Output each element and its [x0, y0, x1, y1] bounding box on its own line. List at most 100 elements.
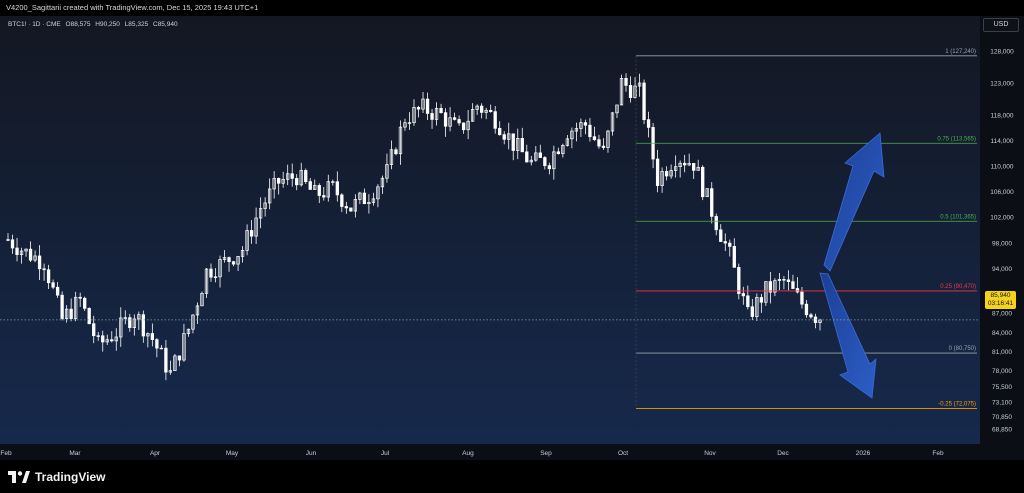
symbol-name: BTC1! · 1D · CME [8, 21, 61, 28]
candle-body [6, 239, 10, 241]
candle-body [791, 281, 795, 289]
candle-body [83, 297, 87, 309]
price-tick-label: 98,000 [992, 240, 1012, 247]
candle-body [340, 194, 344, 207]
bar-countdown: 03:16:41 [987, 300, 1014, 307]
candle-body [452, 117, 457, 120]
candle-body [96, 335, 100, 337]
candle-body [331, 181, 335, 183]
candle-body [299, 170, 303, 186]
fib-retracement[interactable]: 1 (127,240) 0.75 (113,565) 0.5 (101,365) 0.… [635, 49, 977, 409]
candle-body [673, 166, 678, 171]
candle-body [475, 105, 479, 110]
candle-body [696, 166, 700, 171]
candle-body [64, 308, 69, 319]
candle-body [371, 198, 376, 203]
price-tick-label: 73,100 [992, 399, 1012, 406]
time-tick-label: 2026 [856, 450, 871, 457]
candle-body [737, 267, 741, 294]
candle-body [710, 188, 714, 217]
symbol-legend[interactable]: BTC1! · 1D · CME O88,575 H90,250 L85,325… [8, 21, 181, 28]
candle-body [150, 333, 155, 340]
candle-body [448, 117, 452, 127]
candle-body [795, 288, 800, 293]
candle-body [547, 165, 551, 170]
price-tick-label: 84,000 [992, 330, 1012, 337]
candle-body [750, 306, 754, 317]
candle-body [119, 317, 123, 338]
candle-body [209, 268, 213, 278]
candle-body [376, 186, 380, 200]
time-tick-label: Jul [381, 450, 390, 457]
candle-body [69, 308, 73, 319]
candle-body [249, 230, 254, 237]
candle-body [470, 109, 475, 122]
candle-body [15, 247, 19, 255]
candle-body [741, 293, 745, 297]
candle-body [367, 202, 371, 205]
candle-body [719, 229, 723, 242]
candle-body [55, 286, 60, 296]
candle-body [358, 192, 362, 200]
candle-body [777, 279, 782, 281]
candle-body [286, 173, 290, 180]
price-tick-label: 118,000 [990, 112, 1013, 119]
fib-level-label: 1 (127,240) [945, 49, 976, 55]
candle-body [678, 162, 682, 167]
last-price-badge: 85,940 03:16:41 [985, 291, 1016, 309]
candle-body [416, 107, 421, 110]
time-tick-label: Sep [540, 450, 552, 457]
ohlc-open: O88,575 [65, 21, 91, 28]
time-axis-background [0, 444, 980, 460]
price-tick-label: 114,000 [990, 138, 1013, 145]
tradingview-logo[interactable]: TradingView [8, 470, 105, 484]
candle-body [173, 355, 177, 371]
candle-body [755, 297, 759, 317]
candle-body [525, 151, 529, 163]
candle-body [646, 119, 651, 128]
candle-body [520, 138, 524, 153]
candle-body [186, 328, 191, 334]
tradingview-brand: TradingView [35, 470, 106, 484]
chart-area[interactable]: 1 (127,240) 0.75 (113,565) 0.5 (101,365) 0.… [0, 16, 1024, 460]
candle-body [137, 314, 141, 320]
candle-body [746, 295, 750, 308]
ohlc-high: H90,250 [95, 21, 120, 28]
candle-body [804, 303, 809, 316]
candle-body [412, 107, 416, 124]
price-tick-label: 81,000 [992, 349, 1012, 356]
candle-body [664, 171, 669, 177]
candle-body [660, 171, 664, 186]
candle-body [588, 124, 592, 138]
candle-body [642, 82, 646, 121]
footer: TradingView [0, 460, 1024, 493]
projection-arrows[interactable] [819, 132, 885, 399]
candle-body [592, 136, 597, 141]
candle-body [245, 230, 249, 251]
candle-body [304, 170, 308, 182]
time-tick-label: Oct [618, 450, 628, 457]
candle-body [19, 250, 24, 255]
candle-body [489, 109, 493, 112]
candle-body [141, 314, 145, 337]
candle-body [565, 138, 570, 146]
candle-body [552, 151, 556, 170]
price-tick-label: 75,500 [992, 384, 1012, 391]
candle-body [353, 199, 358, 212]
candle-body [434, 107, 439, 120]
candle-body [768, 281, 773, 293]
currency-badge[interactable]: USD [983, 18, 1019, 32]
time-tick-label: Feb [932, 450, 944, 457]
candle-body [461, 122, 466, 131]
candle-body [624, 77, 628, 86]
down-arrow-icon [819, 272, 877, 399]
candle-body [60, 294, 64, 319]
candle-body [394, 149, 398, 155]
candle-body [177, 355, 182, 361]
candle-body [195, 305, 200, 316]
candle-body [164, 347, 168, 373]
candle-body [619, 77, 624, 106]
time-axis[interactable]: Feb Mar Apr May Jun Jul Aug Sep Oct Nov Dec 2026 Feb [0, 450, 944, 457]
candle-body [692, 163, 696, 171]
candle-body [430, 113, 434, 120]
